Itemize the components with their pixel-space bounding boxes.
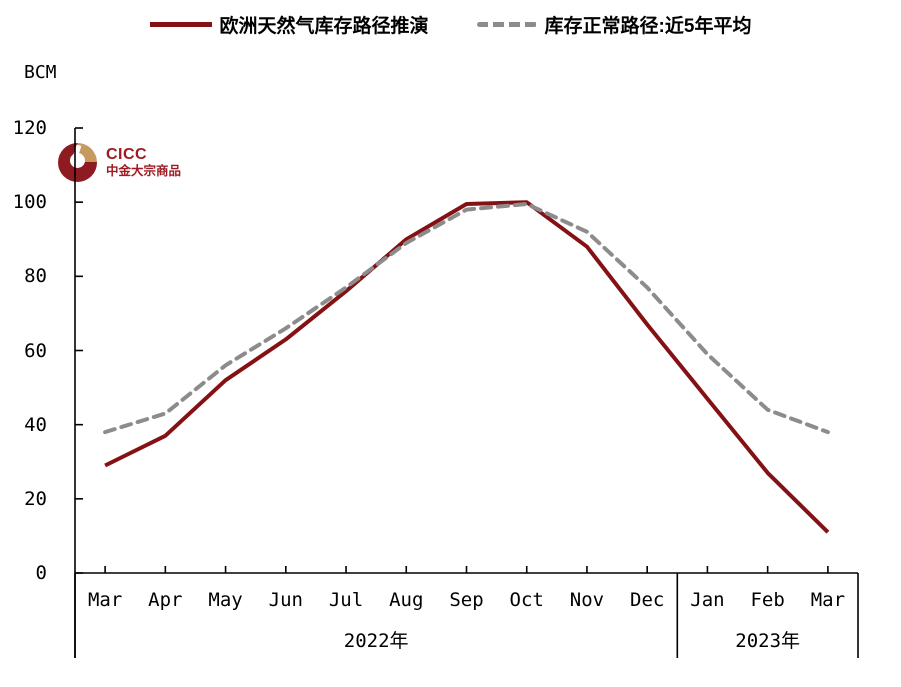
x-month-label: Oct (509, 589, 544, 611)
y-tick-label: 60 (24, 339, 47, 362)
y-tick-label: 120 (12, 117, 47, 139)
cicc-logo-text: CICC 中金大宗商品 (106, 146, 181, 179)
y-axis-unit-label: BCM (24, 62, 57, 83)
year-label: 2023年 (735, 630, 801, 652)
cicc-logo-icon (58, 143, 97, 182)
y-tick-label: 40 (24, 413, 47, 436)
cicc-brand-name: CICC (106, 145, 148, 163)
legend-label-forecast: 欧洲天然气库存路径推演 (219, 16, 429, 37)
x-month-label: Nov (569, 589, 605, 611)
y-tick-label: 20 (24, 487, 47, 510)
y-tick-label: 100 (12, 191, 47, 214)
x-month-label: Apr (148, 589, 183, 611)
x-month-label: Jun (268, 589, 303, 611)
x-month-label: Jul (328, 589, 364, 611)
solid-line-swatch (149, 22, 212, 27)
x-month-label: Mar (87, 589, 123, 611)
x-month-label: Jan (690, 589, 725, 611)
cicc-brand-subtitle: 中金大宗商品 (106, 164, 182, 179)
x-month-label: Sep (449, 589, 484, 611)
y-tick-label: 0 (35, 562, 47, 584)
x-month-label: May (208, 589, 243, 611)
x-month-label: Feb (750, 589, 785, 611)
x-month-label: Mar (810, 589, 846, 611)
x-month-label: Dec (630, 589, 665, 611)
dashed-line-swatch (476, 22, 537, 27)
series-line-normal-path (103, 202, 830, 435)
cicc-logo: CICC 中金大宗商品 (58, 143, 181, 182)
year-label: 2022年 (343, 630, 409, 652)
legend-item-forecast: 欧洲天然气库存路径推演 (149, 11, 429, 38)
y-tick-label: 80 (24, 265, 47, 288)
legend-label-normal: 库存正常路径:近5年平均 (544, 16, 752, 37)
legend-item-normal: 库存正常路径:近5年平均 (476, 11, 752, 38)
x-month-label: Aug (389, 589, 424, 611)
series-line-forecast (104, 200, 830, 534)
legend: 欧洲天然气库存路径推演 库存正常路径:近5年平均 (0, 11, 901, 38)
